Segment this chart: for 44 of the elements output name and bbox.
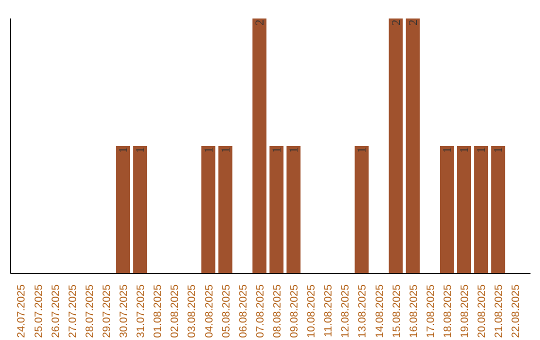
x-tick-label: 22.08.2025 [510, 284, 522, 338]
x-tick-label: 11.08.2025 [322, 284, 335, 338]
data-label: 2 [388, 20, 403, 26]
x-tick-label: 10.08.2025 [306, 284, 318, 338]
x-tick-label: 03.08.2025 [186, 284, 198, 338]
data-label: 1 [218, 147, 232, 153]
x-tick-label: 26.07.2025 [50, 284, 62, 338]
data-label: 1 [286, 147, 301, 153]
x-tick-label: 04.08.2025 [203, 284, 216, 338]
x-tick-label: 02.08.2025 [169, 284, 182, 338]
x-tick-label: 19.08.2025 [459, 284, 472, 338]
x-tick-label: 28.07.2025 [84, 284, 96, 338]
x-tick-label: 07.08.2025 [254, 284, 266, 338]
x-tick-label: 05.08.2025 [220, 284, 232, 338]
x-tick-label: 14.08.2025 [374, 284, 386, 338]
data-label: 1 [269, 147, 284, 153]
x-tick-label: 17.08.2025 [424, 284, 437, 338]
x-tick-label: 27.07.2025 [66, 284, 79, 338]
x-tick-label: 12.08.2025 [340, 284, 352, 338]
x-tick-label: 24.07.2025 [16, 284, 28, 338]
data-label: 1 [457, 147, 472, 153]
x-tick-label: 21.08.2025 [493, 284, 506, 338]
data-label: 1 [133, 147, 148, 153]
x-tick-label: 25.07.2025 [32, 284, 45, 338]
data-label: 1 [474, 147, 488, 153]
x-tick-label: 08.08.2025 [271, 284, 284, 338]
data-label: 1 [491, 147, 506, 153]
x-tick-label: 18.08.2025 [442, 284, 454, 338]
x-tick-label: 15.08.2025 [390, 284, 403, 338]
x-tick-label: 13.08.2025 [356, 284, 369, 338]
x-tick-label: 09.08.2025 [288, 284, 301, 338]
data-label: 2 [252, 20, 266, 26]
data-label: 1 [440, 147, 454, 153]
x-tick-label: 31.07.2025 [135, 284, 148, 338]
x-tick-label: 30.07.2025 [118, 284, 130, 338]
x-tick-label: 29.07.2025 [100, 284, 113, 338]
data-label: 1 [201, 147, 216, 153]
x-tick-label: 20.08.2025 [476, 284, 488, 338]
x-tick-label: 01.08.2025 [152, 284, 164, 338]
data-label: 1 [116, 147, 130, 153]
x-tick-label: 16.08.2025 [408, 284, 420, 338]
data-label: 1 [354, 147, 369, 153]
data-label: 2 [406, 20, 420, 26]
x-tick-label: 06.08.2025 [237, 284, 250, 338]
